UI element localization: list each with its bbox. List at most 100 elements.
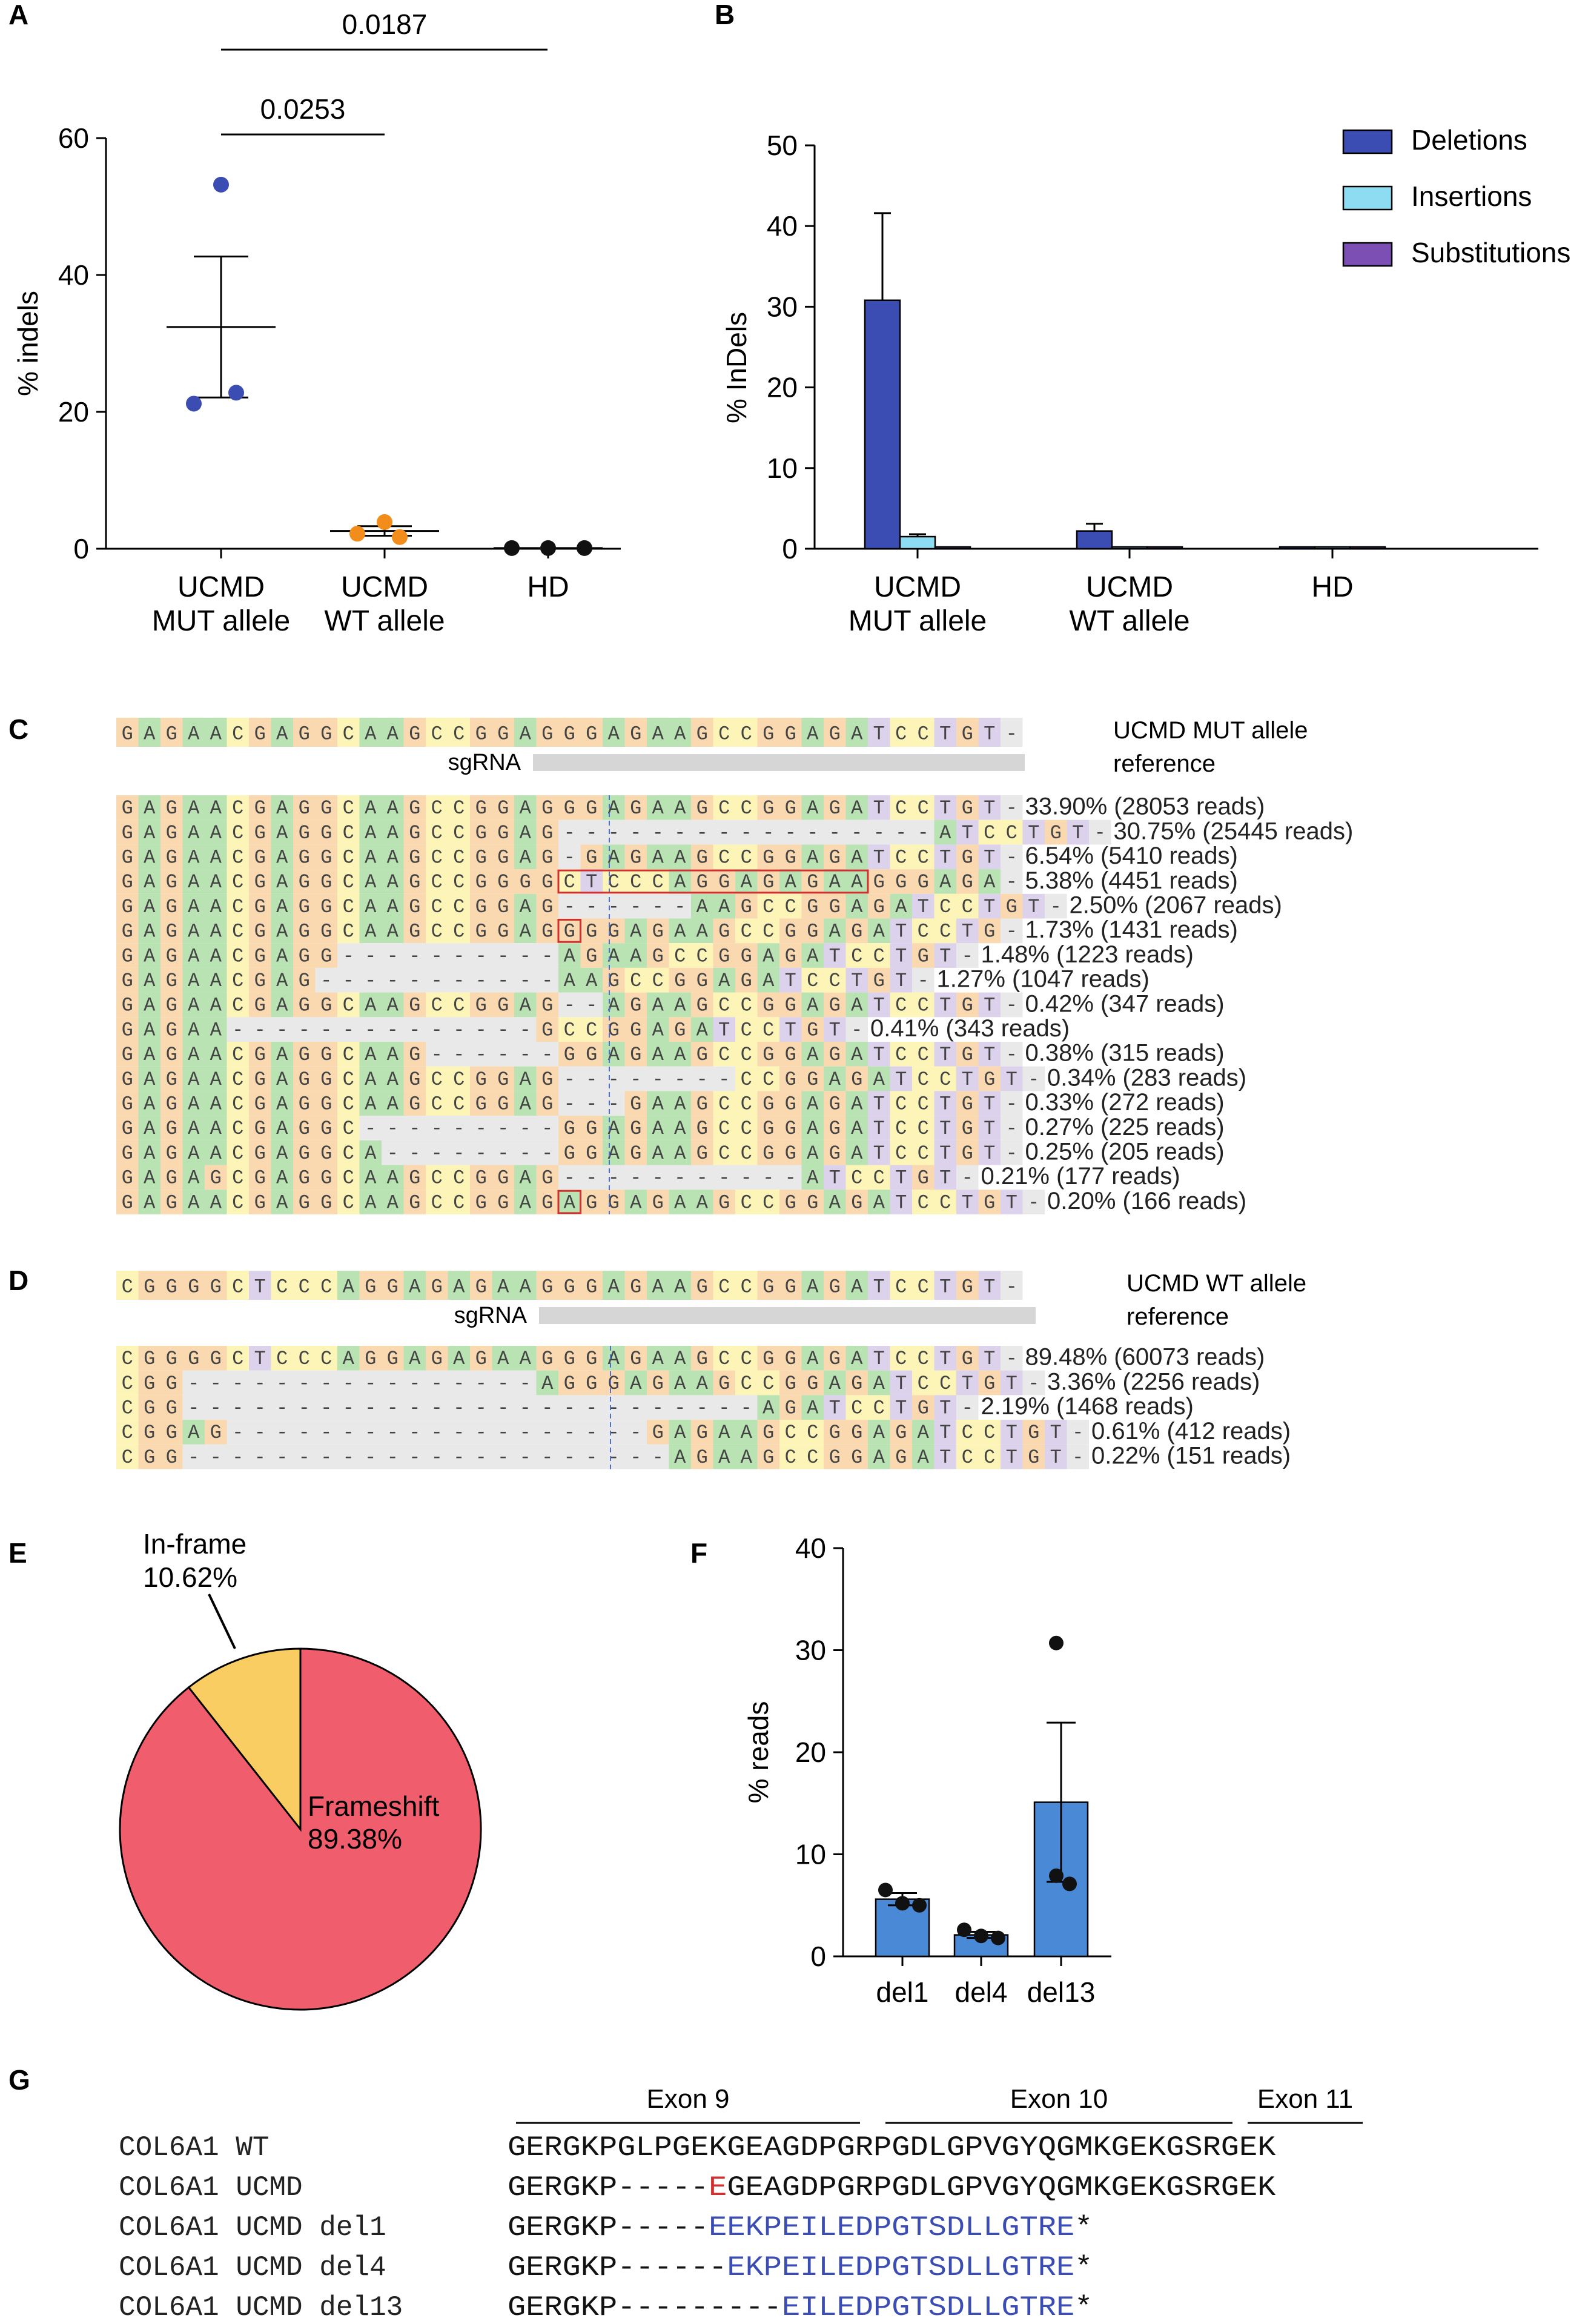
base-cell <box>448 819 470 845</box>
base-cell <box>845 844 868 870</box>
base-letter: - <box>320 1019 332 1041</box>
base-letter: G <box>299 1068 310 1091</box>
base-letter: G <box>365 1348 376 1370</box>
base-cell <box>227 844 249 870</box>
base-cell <box>1089 819 1111 845</box>
base-letter: A <box>210 1117 222 1140</box>
base-letter: G <box>409 896 420 918</box>
base-letter: G <box>962 1142 973 1165</box>
base-letter: G <box>785 1397 796 1420</box>
base-letter: G <box>763 1117 774 1140</box>
base-letter: A <box>343 1348 355 1370</box>
protein-sequence: EILEDPGTSDLLGTRE <box>782 2292 1074 2323</box>
base-letter: G <box>210 1276 222 1299</box>
base-cell <box>359 1444 382 1469</box>
protein-name: COL6A1 WT <box>119 2132 269 2163</box>
base-letter: - <box>564 1446 575 1469</box>
base-cell <box>1001 1346 1023 1371</box>
bar-deletions <box>1279 546 1316 550</box>
base-letter: C <box>718 797 730 819</box>
base-cell <box>492 718 514 747</box>
base-cell <box>205 844 227 870</box>
base-letter: G <box>497 921 509 943</box>
base-letter: T <box>895 945 907 967</box>
base-letter: A <box>210 797 222 819</box>
base-cell <box>580 1140 603 1165</box>
data-point <box>392 529 408 545</box>
base-cell <box>116 918 139 944</box>
base-cell <box>536 918 558 944</box>
base-cell <box>293 1042 316 1067</box>
base-letter: - <box>564 1167 575 1190</box>
base-letter: - <box>210 1372 222 1395</box>
base-cell <box>757 1140 779 1165</box>
base-letter: G <box>254 822 266 844</box>
data-point <box>349 526 365 542</box>
base-letter: C <box>918 1068 929 1091</box>
base-letter: A <box>851 871 863 893</box>
base-cell <box>426 869 448 894</box>
base-letter: G <box>586 1191 597 1214</box>
base-cell <box>271 893 293 919</box>
base-letter: C <box>453 896 465 918</box>
base-letter: - <box>232 1446 243 1469</box>
base-letter: A <box>210 847 222 869</box>
base-letter: A <box>718 1422 730 1444</box>
base-letter: A <box>807 1044 819 1066</box>
base-cell <box>514 1395 537 1420</box>
read-frequency-label: 1.27% (1047 reads) <box>937 966 1150 993</box>
base-cell <box>205 795 227 820</box>
base-letter: G <box>741 896 752 918</box>
base-letter: A <box>210 921 222 943</box>
base-letter: A <box>387 797 399 819</box>
base-letter: G <box>475 871 487 893</box>
base-cell <box>1001 992 1023 1018</box>
base-letter: - <box>918 822 929 844</box>
base-letter: G <box>254 1167 266 1190</box>
base-letter: C <box>431 797 443 819</box>
base-letter: - <box>365 1117 376 1140</box>
base-cell <box>205 1017 227 1042</box>
base-cell <box>890 1370 912 1395</box>
base-cell <box>160 1370 183 1395</box>
base-letter: C <box>232 847 243 869</box>
base-cell <box>160 1042 183 1067</box>
base-cell <box>580 1165 603 1190</box>
data-point <box>895 1896 910 1911</box>
base-cell <box>160 1017 183 1042</box>
base-cell <box>978 795 1001 820</box>
base-letter: - <box>586 1093 597 1116</box>
base-letter: G <box>785 1348 796 1370</box>
base-cell <box>271 1420 293 1445</box>
base-cell <box>558 1346 581 1371</box>
base-letter: G <box>254 896 266 918</box>
base-letter: - <box>608 896 620 918</box>
base-letter: - <box>608 1397 620 1420</box>
base-cell <box>845 1395 868 1420</box>
base-cell <box>912 844 935 870</box>
base-cell <box>138 1066 160 1091</box>
base-cell <box>403 1190 426 1214</box>
base-letter: - <box>387 945 399 967</box>
base-cell <box>691 1271 713 1300</box>
base-cell <box>735 819 758 845</box>
base-letter: C <box>918 1348 929 1370</box>
base-cell <box>492 869 514 894</box>
base-letter: G <box>475 896 487 918</box>
base-cell <box>735 795 758 820</box>
base-letter: G <box>807 921 818 943</box>
base-letter: C <box>918 1191 929 1214</box>
base-letter: G <box>586 847 597 869</box>
base-cell <box>1022 893 1045 919</box>
exon-label: Exon 10 <box>1010 2084 1108 2114</box>
base-letter: A <box>188 1117 200 1140</box>
base-letter: T <box>939 1397 951 1420</box>
base-cell <box>890 718 912 747</box>
base-cell <box>713 1346 735 1371</box>
base-letter: T <box>939 1422 951 1444</box>
base-cell <box>978 1091 1001 1116</box>
base-cell <box>934 1066 956 1091</box>
base-cell <box>492 1420 514 1445</box>
base-letter: - <box>1006 797 1017 819</box>
base-cell <box>293 967 316 993</box>
